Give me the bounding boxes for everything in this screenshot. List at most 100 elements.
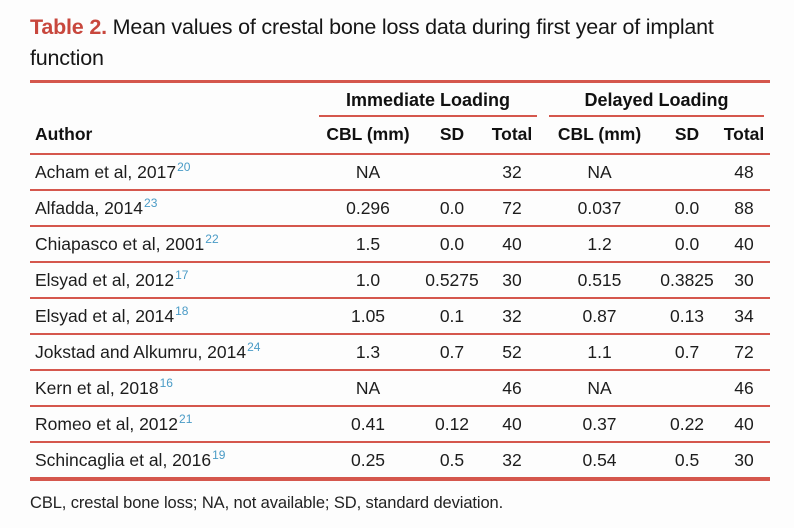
cell-delayed-sd: 0.5	[656, 442, 719, 481]
author-name: Elsyad et al, 2014	[35, 305, 175, 326]
author-name: Acham et al, 2017	[35, 161, 177, 182]
cell-delayed-cbl: 1.1	[543, 334, 657, 371]
group-header-immediate-label: Immediate Loading	[319, 90, 538, 117]
citation-superscript: 20	[177, 159, 191, 174]
cell-delayed-cbl: 0.37	[543, 406, 657, 443]
table-row: Elsyad et al, 201418 1.05 0.1 32 0.87 0.…	[30, 298, 771, 335]
cell-delayed-total: 30	[718, 442, 771, 481]
group-header-delayed-label: Delayed Loading	[549, 90, 765, 117]
cell-immediate-cbl: NA	[313, 370, 423, 407]
column-header-del-cbl: CBL (mm)	[543, 117, 657, 155]
column-header-del-total: Total	[718, 117, 771, 155]
cell-immediate-cbl: 1.3	[313, 334, 423, 371]
cell-delayed-sd	[656, 370, 719, 407]
cell-immediate-cbl: 0.25	[313, 442, 423, 481]
cell-immediate-sd: 0.7	[423, 334, 481, 371]
cell-immediate-total: 30	[481, 262, 544, 299]
table-row: Romeo et al, 201221 0.41 0.12 40 0.37 0.…	[30, 406, 771, 443]
cell-immediate-sd: 0.1	[423, 298, 481, 335]
cell-delayed-total: 88	[718, 190, 771, 227]
column-header-imm-sd: SD	[423, 117, 481, 155]
cell-delayed-total: 40	[718, 226, 771, 263]
cell-delayed-total: 48	[718, 154, 771, 191]
author-cell: Jokstad and Alkumru, 201424	[30, 334, 313, 371]
cell-immediate-total: 40	[481, 406, 544, 443]
table-row: Kern et al, 201816 NA 46 NA 46	[30, 370, 771, 407]
cell-delayed-sd: 0.0	[656, 226, 719, 263]
cell-delayed-sd: 0.7	[656, 334, 719, 371]
column-header-author: Author	[30, 117, 313, 155]
cell-immediate-sd	[423, 154, 481, 191]
cell-immediate-cbl: 1.0	[313, 262, 423, 299]
author-cell: Elsyad et al, 201217	[30, 262, 313, 299]
cell-immediate-total: 72	[481, 190, 544, 227]
cell-immediate-total: 32	[481, 298, 544, 335]
cell-delayed-sd: 0.3825	[656, 262, 719, 299]
cell-delayed-cbl: NA	[543, 370, 657, 407]
citation-superscript: 23	[144, 195, 158, 210]
cell-immediate-sd: 0.0	[423, 226, 481, 263]
author-cell: Kern et al, 201816	[30, 370, 313, 407]
author-cell: Chiapasco et al, 200122	[30, 226, 313, 263]
cell-delayed-cbl: 0.037	[543, 190, 657, 227]
cell-immediate-sd: 0.5	[423, 442, 481, 481]
cell-immediate-total: 40	[481, 226, 544, 263]
cell-delayed-cbl: 0.54	[543, 442, 657, 481]
cell-delayed-sd: 0.22	[656, 406, 719, 443]
table-row: Elsyad et al, 201217 1.0 0.5275 30 0.515…	[30, 262, 771, 299]
citation-superscript: 22	[205, 231, 219, 246]
cell-delayed-total: 30	[718, 262, 771, 299]
citation-superscript: 19	[212, 447, 226, 462]
cell-immediate-cbl: 1.5	[313, 226, 423, 263]
cell-delayed-cbl: NA	[543, 154, 657, 191]
cell-immediate-sd: 0.12	[423, 406, 481, 443]
citation-superscript: 24	[247, 339, 261, 354]
cell-immediate-cbl: 0.41	[313, 406, 423, 443]
author-cell: Schincaglia et al, 201619	[30, 442, 313, 481]
citation-superscript: 17	[175, 267, 189, 282]
cell-delayed-cbl: 0.515	[543, 262, 657, 299]
author-name: Jokstad and Alkumru, 2014	[35, 341, 247, 362]
group-header-immediate: Immediate Loading	[313, 82, 543, 117]
cell-delayed-total: 46	[718, 370, 771, 407]
data-table: Immediate Loading Delayed Loading Author…	[30, 80, 771, 481]
author-cell: Acham et al, 201720	[30, 154, 313, 191]
cell-immediate-sd: 0.0	[423, 190, 481, 227]
cell-delayed-cbl: 0.87	[543, 298, 657, 335]
author-cell: Elsyad et al, 201418	[30, 298, 313, 335]
group-header-delayed: Delayed Loading	[543, 82, 770, 117]
author-cell: Romeo et al, 201221	[30, 406, 313, 443]
group-header-row: Immediate Loading Delayed Loading	[30, 82, 770, 118]
author-name: Romeo et al, 2012	[35, 413, 179, 434]
cell-immediate-total: 32	[481, 442, 544, 481]
cell-delayed-sd: 0.0	[656, 190, 719, 227]
cell-delayed-total: 40	[718, 406, 771, 443]
table-row: Chiapasco et al, 200122 1.5 0.0 40 1.2 0…	[30, 226, 771, 263]
cell-delayed-sd: 0.13	[656, 298, 719, 335]
table-row: Schincaglia et al, 201619 0.25 0.5 32 0.…	[30, 442, 771, 481]
citation-superscript: 21	[179, 411, 193, 426]
cell-immediate-total: 46	[481, 370, 544, 407]
column-header-row: Author CBL (mm) SD Total CBL (mm) SD Tot…	[30, 117, 771, 155]
author-name: Alfadda, 2014	[35, 197, 144, 218]
cell-immediate-sd	[423, 370, 481, 407]
author-name: Schincaglia et al, 2016	[35, 449, 212, 470]
table-row: Jokstad and Alkumru, 201424 1.3 0.7 52 1…	[30, 334, 771, 371]
author-name: Elsyad et al, 2012	[35, 269, 175, 290]
cell-immediate-total: 32	[481, 154, 544, 191]
citation-superscript: 18	[175, 303, 189, 318]
table-row: Acham et al, 201720 NA 32 NA 48	[30, 154, 771, 191]
group-header-spacer	[30, 82, 313, 118]
column-header-imm-total: Total	[481, 117, 544, 155]
citation-superscript: 16	[159, 375, 173, 390]
table-row: Alfadda, 201423 0.296 0.0 72 0.037 0.0 8…	[30, 190, 771, 227]
table-caption: Table 2. Mean values of crestal bone los…	[30, 12, 736, 74]
author-cell: Alfadda, 201423	[30, 190, 313, 227]
cell-immediate-cbl: NA	[313, 154, 423, 191]
table-caption-text: Mean values of crestal bone loss data du…	[30, 15, 714, 70]
column-header-imm-cbl: CBL (mm)	[313, 117, 423, 155]
table-body: Acham et al, 201720 NA 32 NA 48 Alfadda,…	[30, 154, 771, 481]
column-header-del-sd: SD	[656, 117, 719, 155]
cell-delayed-cbl: 1.2	[543, 226, 657, 263]
paper-table-figure: Table 2. Mean values of crestal bone los…	[30, 12, 771, 512]
